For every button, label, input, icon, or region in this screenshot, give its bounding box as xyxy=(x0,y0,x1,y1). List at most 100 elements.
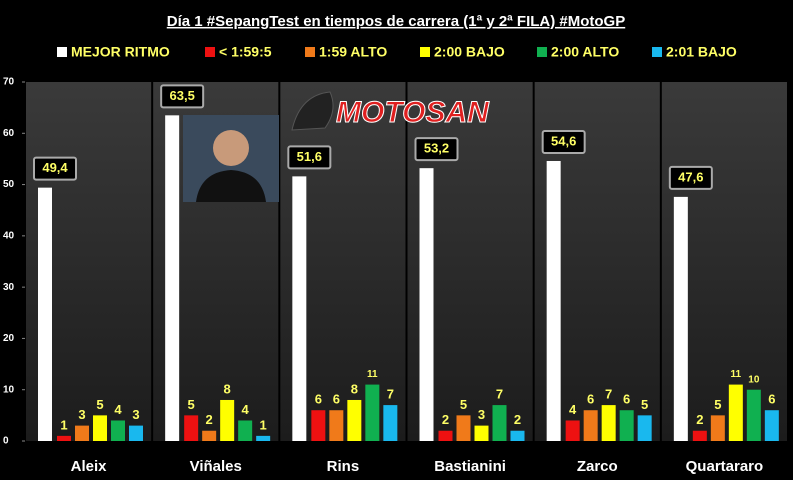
bar xyxy=(746,389,761,441)
value-label: 63,5 xyxy=(170,88,195,103)
value-label: 53,2 xyxy=(424,141,449,156)
bar xyxy=(93,415,107,441)
legend-label: MEJOR RITMO xyxy=(71,44,170,60)
legend-swatch xyxy=(305,47,315,57)
rider-body xyxy=(196,170,266,202)
logo-bike xyxy=(291,91,334,131)
bar xyxy=(474,425,489,441)
legend-swatch xyxy=(57,47,67,57)
x-tick-label: Viñales xyxy=(190,458,242,475)
bar xyxy=(619,410,634,441)
value-label: 8 xyxy=(351,381,358,396)
bar xyxy=(764,410,779,441)
legend-swatch xyxy=(537,47,547,57)
value-label: 10 xyxy=(748,374,760,385)
y-tick-label: 20 xyxy=(3,333,15,344)
x-tick-label: Bastianini xyxy=(434,458,506,475)
value-label: 8 xyxy=(224,381,231,396)
value-label: 2 xyxy=(206,412,213,427)
bar xyxy=(347,399,362,441)
y-tick-label: 50 xyxy=(3,179,15,190)
x-tick-label: Zarco xyxy=(577,458,618,475)
value-label-box xyxy=(541,129,586,154)
bar xyxy=(256,435,271,441)
bar xyxy=(292,176,307,441)
value-label: 4 xyxy=(569,402,577,417)
value-label: 7 xyxy=(387,387,394,402)
rider-head xyxy=(213,130,249,166)
value-label: 5 xyxy=(96,397,103,412)
bar xyxy=(546,160,561,442)
value-label-box xyxy=(287,145,332,170)
bar xyxy=(38,187,52,441)
value-label: 1 xyxy=(60,417,67,432)
value-label: 6 xyxy=(315,392,322,407)
value-label: 6 xyxy=(768,392,775,407)
value-label: 11 xyxy=(367,369,378,380)
value-label: 7 xyxy=(605,387,612,402)
y-tick-label: 0 xyxy=(3,436,9,447)
legend-label: 2:00 BAJO xyxy=(434,44,505,60)
y-tick-label: 70 xyxy=(3,77,15,88)
value-label-box xyxy=(160,84,205,109)
bar xyxy=(329,410,344,441)
bar xyxy=(565,420,580,441)
y-tick-label: 30 xyxy=(3,282,15,293)
value-label: 5 xyxy=(641,397,648,412)
bar xyxy=(710,415,725,441)
value-label: 2 xyxy=(696,412,703,427)
bar xyxy=(692,430,707,441)
value-label-box xyxy=(414,137,459,162)
value-label: 51,6 xyxy=(297,149,322,164)
value-label: 5 xyxy=(460,397,467,412)
bar xyxy=(184,415,199,441)
bar xyxy=(728,384,743,441)
x-tick-label: Quartararo xyxy=(686,458,764,475)
value-label: 3 xyxy=(132,407,139,422)
value-label-box xyxy=(33,156,77,181)
bar xyxy=(238,420,253,441)
bar xyxy=(456,415,471,441)
value-label: 5 xyxy=(714,397,721,412)
x-tick-label: Aleix xyxy=(71,458,108,475)
value-label: 54,6 xyxy=(551,133,576,148)
bar xyxy=(57,435,71,441)
x-tick-label: Rins xyxy=(327,458,360,475)
value-label: 4 xyxy=(242,402,250,417)
legend-label: 1:59 ALTO xyxy=(319,44,387,60)
legend-label: 2:01 BAJO xyxy=(666,44,737,60)
value-label: 3 xyxy=(78,407,85,422)
value-label: 3 xyxy=(478,407,485,422)
bar xyxy=(311,410,326,441)
bar xyxy=(202,430,217,441)
legend-label: < 1:59:5 xyxy=(219,44,272,60)
bar xyxy=(165,115,180,441)
chart-title: Día 1 #SepangTest en tiempos de carrera … xyxy=(167,13,625,30)
bar xyxy=(129,425,143,441)
bar xyxy=(510,430,525,441)
value-label: 11 xyxy=(731,369,742,380)
bar xyxy=(383,405,398,441)
bar xyxy=(583,410,598,441)
value-label: 6 xyxy=(333,392,340,407)
value-label: 7 xyxy=(496,387,503,402)
value-label: 2 xyxy=(514,412,521,427)
value-label: 1 xyxy=(260,417,267,432)
y-tick-label: 10 xyxy=(3,384,15,395)
y-tick-label: 60 xyxy=(3,128,15,139)
value-label: 49,4 xyxy=(42,160,68,175)
bar xyxy=(111,420,125,441)
value-label-box xyxy=(668,165,713,190)
value-label: 47,6 xyxy=(678,169,703,184)
legend-swatch xyxy=(420,47,430,57)
legend-swatch xyxy=(205,47,215,57)
bar xyxy=(438,430,453,441)
y-tick-label: 40 xyxy=(3,230,15,241)
bar xyxy=(637,415,652,441)
value-label: 4 xyxy=(114,402,122,417)
bar xyxy=(673,196,688,441)
bar xyxy=(601,405,616,441)
value-label: 6 xyxy=(623,392,630,407)
bar xyxy=(492,405,507,441)
